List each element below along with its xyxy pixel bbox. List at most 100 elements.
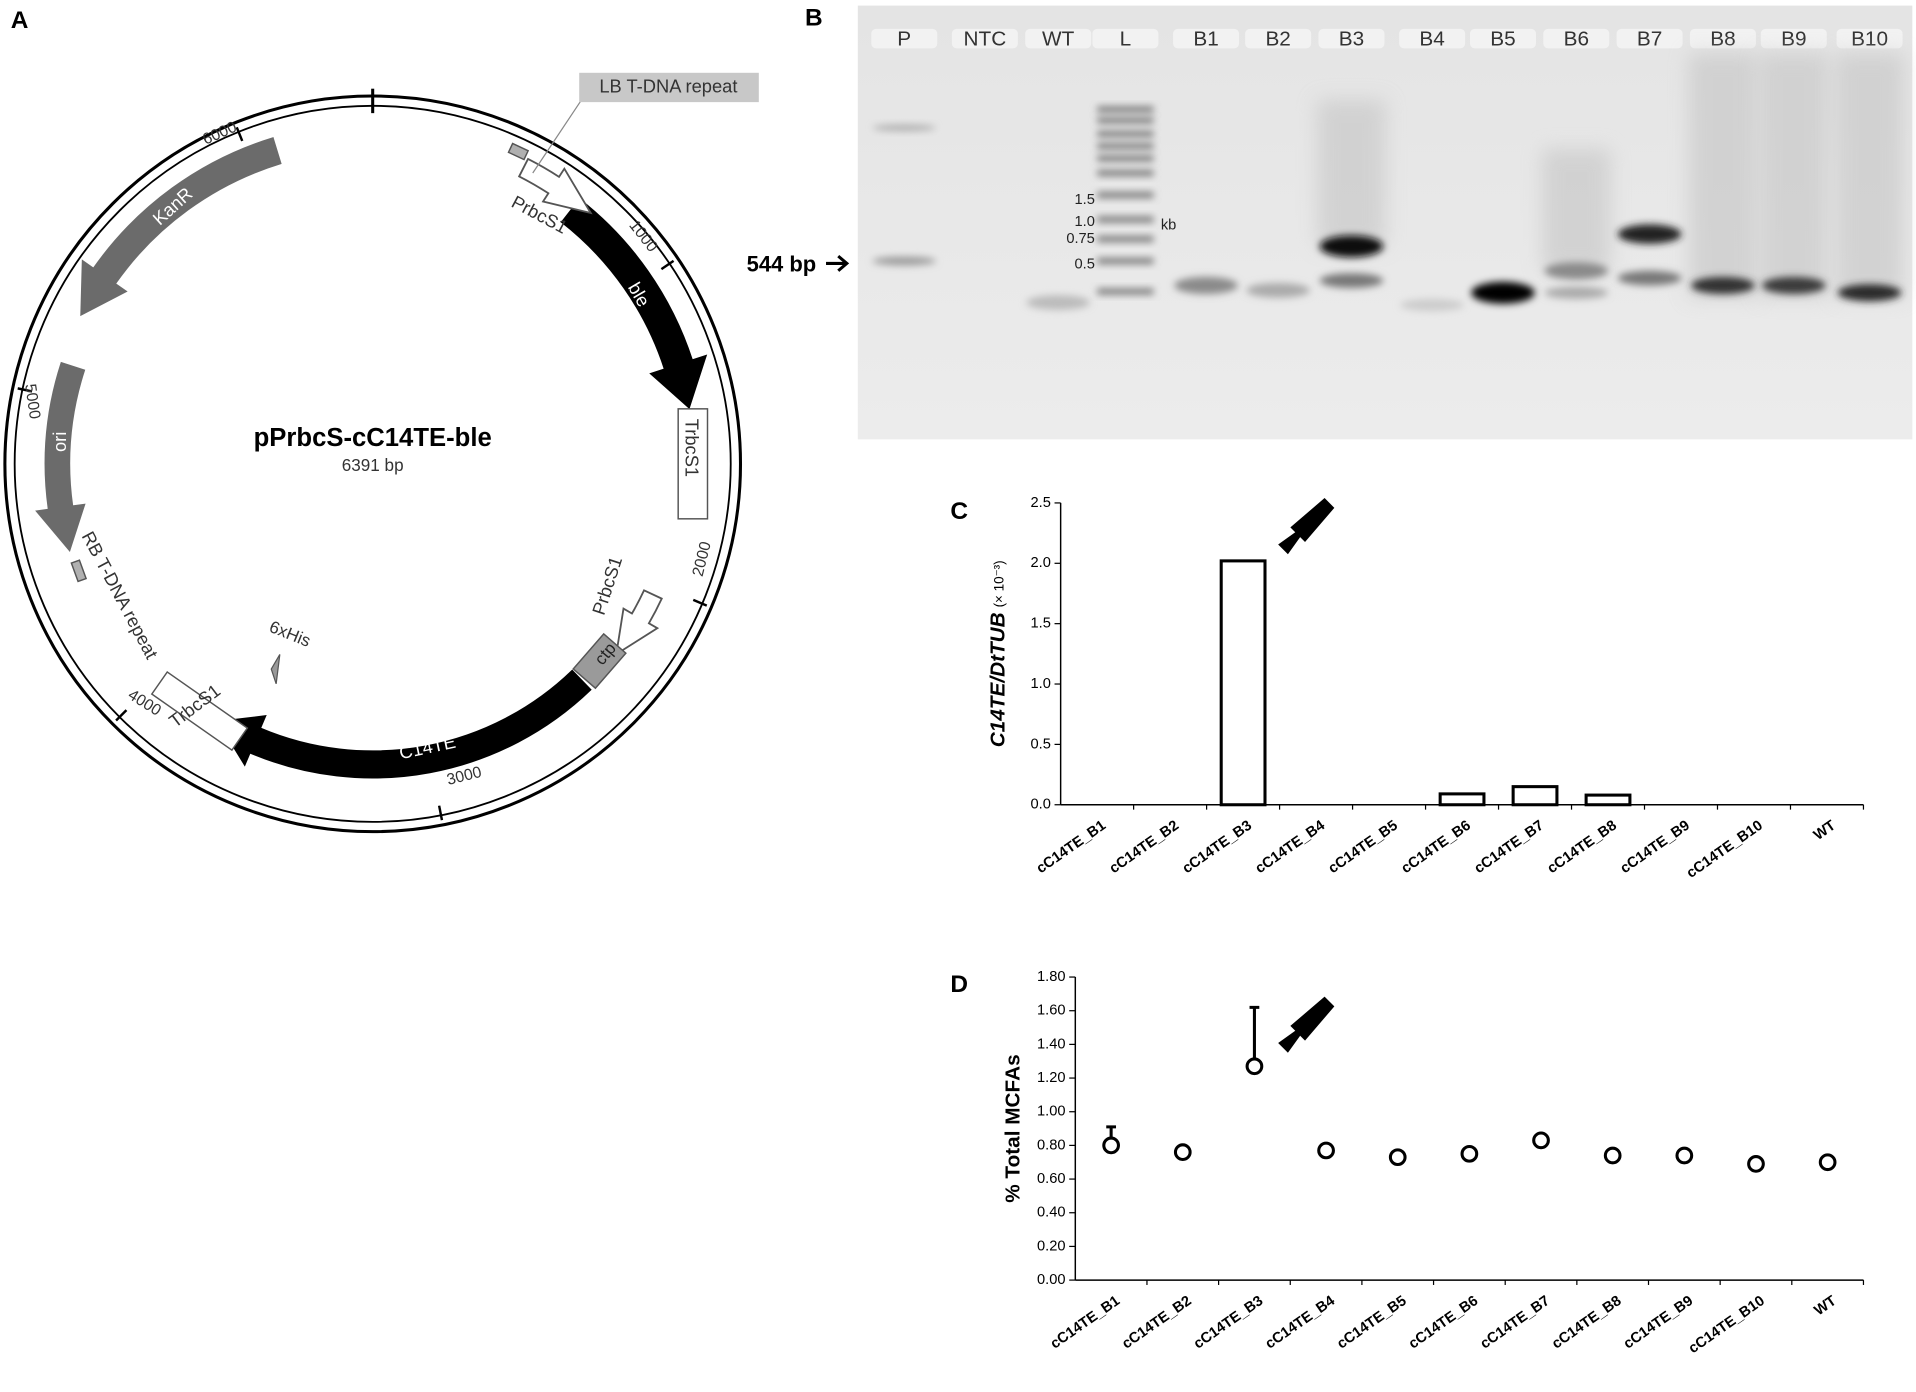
- band: [1617, 270, 1682, 286]
- smear: [1688, 53, 1758, 298]
- well: [1836, 28, 1903, 49]
- promoter-arrow: [615, 589, 663, 657]
- smear: [1759, 53, 1829, 298]
- x-tick-label: cC14TE_B6: [1399, 818, 1474, 877]
- y-axis-label: % Total MCFAs: [1002, 1054, 1025, 1202]
- lane-label: NTC: [964, 27, 1007, 50]
- band: [1544, 286, 1609, 299]
- well: [1689, 28, 1756, 49]
- ladder-band: [1097, 143, 1154, 150]
- band: [1026, 295, 1090, 310]
- lb-box: [507, 142, 530, 161]
- tick-mark: [437, 805, 444, 821]
- y-tick-label: 1.0: [1030, 676, 1050, 692]
- lane-label: L: [1120, 27, 1132, 50]
- x-tick-label: cC14TE_B7: [1478, 1293, 1553, 1352]
- ladder-label: 0.75: [1066, 231, 1095, 247]
- well: [1399, 28, 1466, 49]
- panel-label: D: [950, 971, 968, 998]
- band: [1400, 298, 1464, 312]
- rb-box: [70, 559, 88, 583]
- well: [1245, 28, 1312, 49]
- lane-label: B3: [1339, 27, 1364, 50]
- x-tick-label: cC14TE_B10: [1684, 818, 1766, 882]
- kanr-arrow: [80, 137, 282, 317]
- lane-label: B6: [1564, 27, 1589, 50]
- well: [1025, 28, 1092, 49]
- well: [1092, 28, 1159, 49]
- band: [872, 256, 937, 266]
- y-tick-label: 0.20: [1037, 1238, 1066, 1254]
- annotation-arrow: [1278, 498, 1335, 555]
- feature-label: 6xHis: [267, 617, 314, 651]
- plasmid-size: 6391 bp: [342, 456, 404, 475]
- y-tick-label: 0.40: [1037, 1205, 1066, 1221]
- point: [1173, 1143, 1192, 1161]
- y-axis-title: C14TE/DtTUB: [987, 612, 1010, 747]
- point: [1460, 1144, 1479, 1163]
- x-tick-label: cC14TE_B2: [1107, 818, 1182, 877]
- panel-label: C: [950, 498, 968, 525]
- well: [1469, 28, 1536, 49]
- tick-mark: [235, 126, 244, 142]
- y-tick-label: 1.60: [1037, 1003, 1066, 1019]
- error-bar: [1249, 1005, 1260, 1067]
- tick-mark: [660, 259, 675, 271]
- y-tick-label: 1.40: [1037, 1036, 1066, 1052]
- x-tick-label: cC14TE_B4: [1263, 1292, 1339, 1352]
- x-tick-label: cC14TE_B10: [1686, 1293, 1768, 1357]
- bar: [1584, 793, 1632, 807]
- smear: [1835, 53, 1904, 298]
- marker-arrow: [826, 254, 850, 272]
- well: [951, 28, 1018, 49]
- ladder-label: 0.5: [1074, 257, 1094, 273]
- x-tick-label: cC14TE_B7: [1472, 818, 1547, 877]
- ladder-band: [1097, 257, 1154, 265]
- well: [1760, 28, 1827, 49]
- y-tick-label: 0.60: [1037, 1171, 1066, 1187]
- lane-label: B9: [1781, 27, 1806, 50]
- band: [1174, 276, 1238, 294]
- annotation-arrow: [1278, 996, 1335, 1053]
- well: [871, 28, 938, 49]
- panel-label: A: [11, 7, 29, 34]
- callout-line: [532, 99, 583, 174]
- ori-arrow: [35, 361, 86, 552]
- band: [1319, 273, 1384, 288]
- ladder-band: [1097, 235, 1154, 243]
- ladder-band: [1097, 288, 1154, 295]
- x-tick-label: cC14TE_B2: [1119, 1293, 1194, 1352]
- point: [1603, 1146, 1622, 1165]
- point: [1747, 1155, 1765, 1173]
- tick-mark: [692, 598, 708, 607]
- ctp-box: [572, 632, 627, 690]
- bar: [1438, 792, 1486, 807]
- ladder-label: 1.5: [1074, 192, 1094, 208]
- well: [1318, 28, 1385, 49]
- bar: [1219, 559, 1267, 807]
- point: [1675, 1146, 1694, 1165]
- y-tick-label: 1.80: [1037, 969, 1066, 985]
- ladder-band: [1097, 130, 1154, 137]
- lane-label: B5: [1490, 27, 1515, 50]
- tick-label: 6000: [200, 119, 239, 149]
- x-tick-label: cC14TE_B8: [1545, 818, 1620, 877]
- x-tick-label: cC14TE_B1: [1034, 818, 1109, 877]
- well: [1173, 28, 1240, 49]
- promoter-arrow: [517, 157, 593, 215]
- tick-mark: [115, 709, 128, 722]
- point: [1532, 1131, 1550, 1150]
- ble-arrow: [560, 198, 708, 410]
- his-tag: [270, 654, 281, 684]
- callout-box: [579, 72, 759, 103]
- lane-label: B7: [1637, 27, 1662, 50]
- x-tick-label: cC14TE_B9: [1618, 818, 1693, 877]
- point: [1317, 1141, 1335, 1160]
- tick-label: 5000: [21, 383, 43, 421]
- y-tick-label: 2.0: [1030, 555, 1050, 571]
- band: [872, 124, 937, 131]
- band: [1246, 282, 1310, 298]
- y-tick-label: 1.20: [1037, 1070, 1066, 1086]
- well: [1543, 28, 1610, 49]
